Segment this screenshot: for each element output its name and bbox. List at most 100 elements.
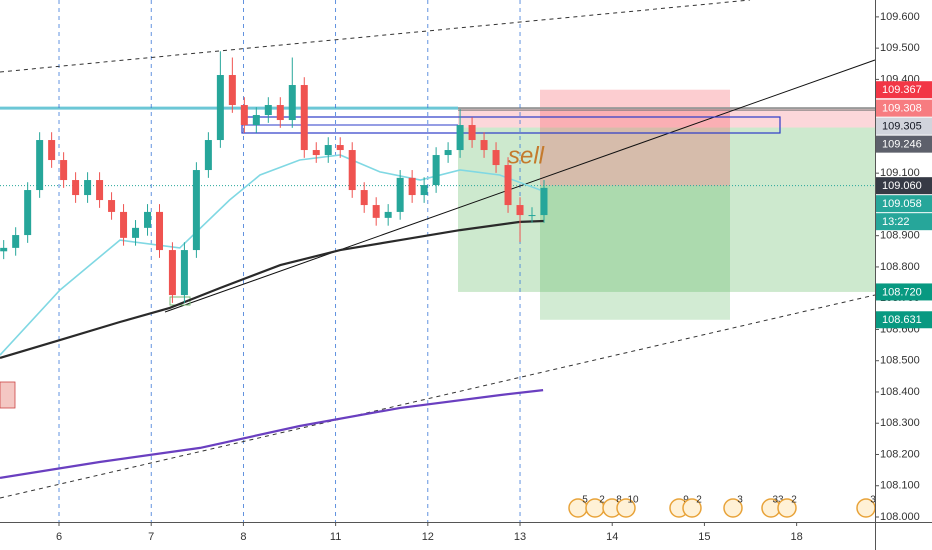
candle-body: [216, 75, 224, 141]
event-label: 5: [582, 495, 588, 506]
price-tag-label: 109.246: [882, 139, 922, 151]
price-tag-label: 13:22: [882, 216, 910, 228]
event-label: 9: [683, 495, 689, 506]
x-tick-label: 18: [791, 531, 803, 543]
candle-body: [408, 177, 416, 196]
candle-body: [456, 125, 464, 151]
candle-body: [528, 215, 536, 217]
plot: [0, 51, 548, 479]
x-tick-label: 14: [606, 531, 618, 543]
candle-body: [432, 155, 440, 186]
candle-body: [480, 140, 488, 151]
event-label: 2: [791, 495, 797, 506]
candle-body: [48, 140, 56, 161]
event-label: 33: [772, 495, 784, 506]
zone: [458, 108, 875, 128]
candle-body: [252, 115, 260, 126]
event-icon: [777, 498, 797, 518]
candle-body: [420, 185, 428, 196]
y-tick-label: 108.300: [880, 417, 920, 429]
candle-body: [96, 180, 104, 201]
y-tick-label: 108.800: [880, 261, 920, 273]
candle-body: [84, 180, 92, 196]
y-tick-label: 109.100: [880, 167, 920, 179]
price-tag: [876, 283, 932, 301]
candle-body: [228, 75, 236, 106]
price-tag-label: 108.720: [882, 286, 922, 298]
moving-average: [0, 219, 545, 359]
y-tick-label: 108.000: [880, 511, 920, 523]
price-tag: [876, 135, 932, 153]
price-tag-label: 109.305: [882, 121, 922, 133]
y-tick-label: 108.100: [880, 480, 920, 492]
y-tick-label: 109.600: [880, 11, 920, 23]
candle-body: [384, 211, 392, 218]
candle-body: [132, 227, 140, 238]
candle-body: [396, 177, 404, 212]
candle-body: [120, 211, 128, 238]
price-tag: [876, 311, 932, 329]
candle-body: [12, 235, 20, 248]
candle-body: [516, 205, 524, 216]
price-tag-label: 109.058: [882, 198, 922, 210]
event-label: 3: [737, 495, 743, 506]
candle-body: [288, 85, 296, 121]
candle-body: [372, 205, 380, 218]
y-tick-label: 108.200: [880, 448, 920, 460]
price-tag-label: 108.631: [882, 314, 922, 326]
x-tick-label: 13: [514, 531, 526, 543]
candle-body: [168, 250, 176, 296]
candle-body: [312, 150, 320, 156]
candle-body: [276, 105, 284, 121]
x-tick-label: 12: [422, 531, 434, 543]
candle-body: [36, 140, 44, 191]
event-label: 2: [599, 495, 605, 506]
candle-body: [108, 200, 116, 212]
events: 5 2 8 10 9 2 3 33 2 3: [568, 495, 876, 518]
candle-body: [504, 165, 512, 206]
candle-body: [540, 187, 548, 216]
price-tag: [876, 99, 932, 117]
candle-body: [324, 145, 332, 156]
event-label: 2: [696, 495, 702, 506]
channel-upper: [0, 0, 751, 73]
x-tick-label: 15: [698, 531, 710, 543]
price-tag: [876, 117, 932, 135]
candle-body: [72, 180, 80, 196]
marker-box: [0, 381, 16, 409]
candle-body: [24, 190, 32, 236]
event-icon: [723, 498, 743, 518]
candle-body: [492, 150, 500, 166]
zone: [540, 89, 730, 186]
x-tick-label: 6: [56, 531, 62, 543]
y-tick-label: 108.400: [880, 386, 920, 398]
y-tick-label: 108.500: [880, 355, 920, 367]
annotation: sell: [508, 142, 545, 169]
event-icon: [616, 498, 636, 518]
x-tick-label: 8: [240, 531, 246, 543]
candle-body: [192, 170, 200, 251]
axes: 108.000 108.100 108.200 108.300 108.400 108.5…: [56, 11, 932, 543]
position-tools: [0, 89, 875, 320]
x-tick-label: 7: [148, 531, 154, 543]
candle-body: [240, 105, 248, 126]
price-tag-label: 109.367: [882, 84, 922, 96]
candle-body: [348, 150, 356, 191]
candle-body: [204, 140, 212, 171]
zone: [540, 185, 730, 320]
moving-average: [0, 154, 541, 356]
candle-body: [300, 85, 308, 151]
price-tag: [876, 195, 932, 213]
price-tag: [876, 213, 932, 231]
channel-lower: [0, 294, 876, 499]
candle-body: [444, 150, 452, 156]
y-tick-label: 109.500: [880, 42, 920, 54]
moving-average: [0, 389, 544, 479]
event-label: 8: [616, 495, 622, 506]
trend-line: [164, 59, 876, 313]
price-tag-label: 109.308: [882, 103, 922, 115]
price-tag: [876, 177, 932, 195]
